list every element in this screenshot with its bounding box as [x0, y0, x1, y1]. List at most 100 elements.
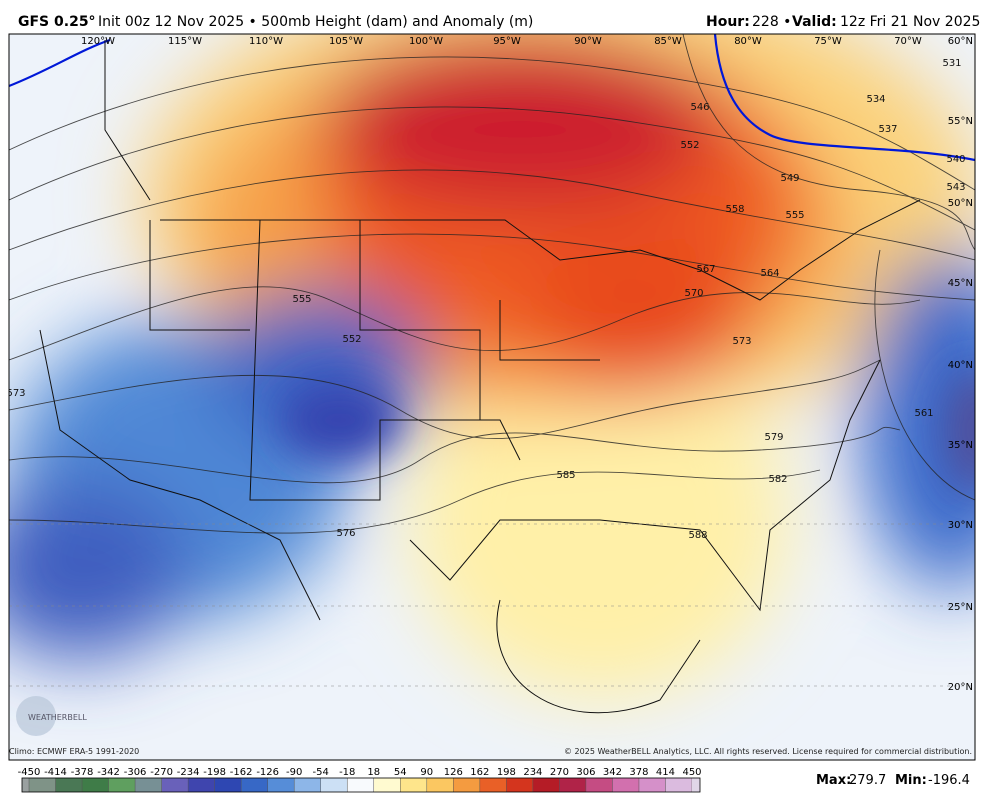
lat-label: 45°N: [948, 278, 973, 289]
colorbar-tick-label: 90: [420, 767, 433, 778]
colorbar-tick-label: -378: [71, 767, 94, 778]
colorbar-swatch: [267, 778, 295, 792]
colorbar-tick-label: 306: [576, 767, 595, 778]
colorbar-swatch: [400, 778, 428, 792]
colorbar-tick-label: 18: [367, 767, 380, 778]
colorbar-swatch: [55, 778, 83, 792]
valid-label: Valid:: [792, 14, 837, 30]
colorbar-swatch: [612, 778, 640, 792]
logo-globe: [16, 696, 56, 736]
copyright: © 2025 WeatherBELL Analytics, LLC. All r…: [564, 747, 972, 756]
colorbar-swatch: [135, 778, 163, 792]
lat-label: 25°N: [948, 602, 973, 613]
contour-label: 552: [680, 140, 699, 151]
colorbar-tick-label: 414: [656, 767, 675, 778]
colorbar-swatch: [347, 778, 375, 792]
height-contours: [9, 34, 975, 534]
colorbar-tick-label: -450: [18, 767, 41, 778]
colorbar-tick-label: 54: [394, 767, 407, 778]
colorbar-tick-label: -234: [177, 767, 200, 778]
map: 120°W 115°W 110°W 105°W 100°W 95°W 90°W 85°W 80°…: [6, 34, 975, 760]
colorbar-tick-label: 342: [603, 767, 622, 778]
lon-label: 100°W: [409, 36, 443, 47]
lat-label: 30°N: [948, 520, 973, 531]
lon-label: 80°W: [734, 36, 762, 47]
colorbar-tick-label: -306: [124, 767, 147, 778]
hour-label: Hour:: [706, 14, 750, 30]
contour-label: 558: [725, 204, 744, 215]
map-frame: [8, 33, 976, 761]
contour-label: 567: [696, 264, 715, 275]
colorbar-tick-label: -54: [313, 767, 329, 778]
colorbar-swatch: [585, 778, 613, 792]
colorbar-swatch: [559, 778, 587, 792]
lon-label: 90°W: [574, 36, 602, 47]
contour-label: 573: [6, 388, 25, 399]
lon-label: 105°W: [329, 36, 363, 47]
540-contour: [9, 34, 975, 162]
colorbar-tick-label: -162: [230, 767, 253, 778]
lon-label: 120°W: [81, 36, 115, 47]
lat-label: 40°N: [948, 360, 973, 371]
contour-label: 588: [688, 530, 707, 541]
contour-label: 552: [342, 334, 361, 345]
colorbar-tick-label: -414: [44, 767, 67, 778]
contour-label: 549: [780, 173, 799, 184]
contour-label: 585: [556, 470, 575, 481]
valid: 12z Fri 21 Nov 2025: [840, 14, 980, 30]
climo: Climo: ECMWF ERA-5 1991-2020: [9, 747, 139, 756]
colorbar-swatch: [29, 778, 57, 792]
colorbar-swatch: [506, 778, 534, 792]
lat-label: 20°N: [948, 682, 973, 693]
max-label: Max:: [816, 773, 851, 788]
contour-label: 555: [785, 210, 804, 221]
contour-label: 531: [942, 58, 961, 69]
logo: WEATHERBELL: [28, 713, 87, 722]
colorbar-frame: [21, 777, 701, 793]
colorbar-tick-label: 126: [444, 767, 463, 778]
colorbar-swatch: [294, 778, 322, 792]
contour-label: 555: [292, 294, 311, 305]
colorbar-swatch: [665, 778, 693, 792]
borders: [39, 40, 921, 714]
contour-label: 570: [684, 288, 703, 299]
contour-label: 534: [866, 94, 885, 105]
lon-label: 110°W: [249, 36, 283, 47]
lon-label: 85°W: [654, 36, 682, 47]
colorbar-swatch: [108, 778, 136, 792]
contour-label: 564: [760, 268, 779, 279]
contour-label: 579: [764, 432, 783, 443]
colorbar-tick-label: 378: [629, 767, 648, 778]
colorbar-swatch: [241, 778, 269, 792]
contour-label: 576: [336, 528, 355, 539]
colorbar-swatch: [161, 778, 189, 792]
lon-label: 75°W: [814, 36, 842, 47]
colorbar-tick-label: -270: [150, 767, 173, 778]
graticule: [9, 523, 975, 687]
colorbar-tick-label: -90: [286, 767, 302, 778]
colorbar-tick-label: 450: [682, 767, 701, 778]
colorbar-edge: [22, 778, 29, 792]
hour: 228 •: [752, 14, 791, 30]
contour-label: 540: [946, 154, 965, 165]
colorbar-tick-label: 234: [523, 767, 542, 778]
colorbar-swatch: [188, 778, 216, 792]
min-label: Min:: [895, 773, 927, 788]
lat-label: 60°N: [948, 36, 973, 47]
contour-label: 561: [914, 408, 933, 419]
contour-label: 582: [768, 474, 787, 485]
colorbar-swatch: [320, 778, 348, 792]
contour-label: 573: [732, 336, 751, 347]
lon-label: 70°W: [894, 36, 922, 47]
run-info: Init 00z 12 Nov 2025 • 500mb Height (dam…: [98, 14, 533, 30]
colorbar-swatch: [373, 778, 401, 792]
lon-label: 95°W: [493, 36, 521, 47]
colorbar: -450 -414 -378 -342 -306 -270 -234 -198 -162 -126…: [18, 767, 702, 793]
colorbar-swatch: [532, 778, 560, 792]
contour-label: 537: [878, 124, 897, 135]
lat-label: 35°N: [948, 440, 973, 451]
lon-label: 115°W: [168, 36, 202, 47]
colorbar-tick-label: -18: [339, 767, 355, 778]
colorbar-edge: [692, 778, 700, 792]
colorbar-tick-label: 270: [550, 767, 569, 778]
